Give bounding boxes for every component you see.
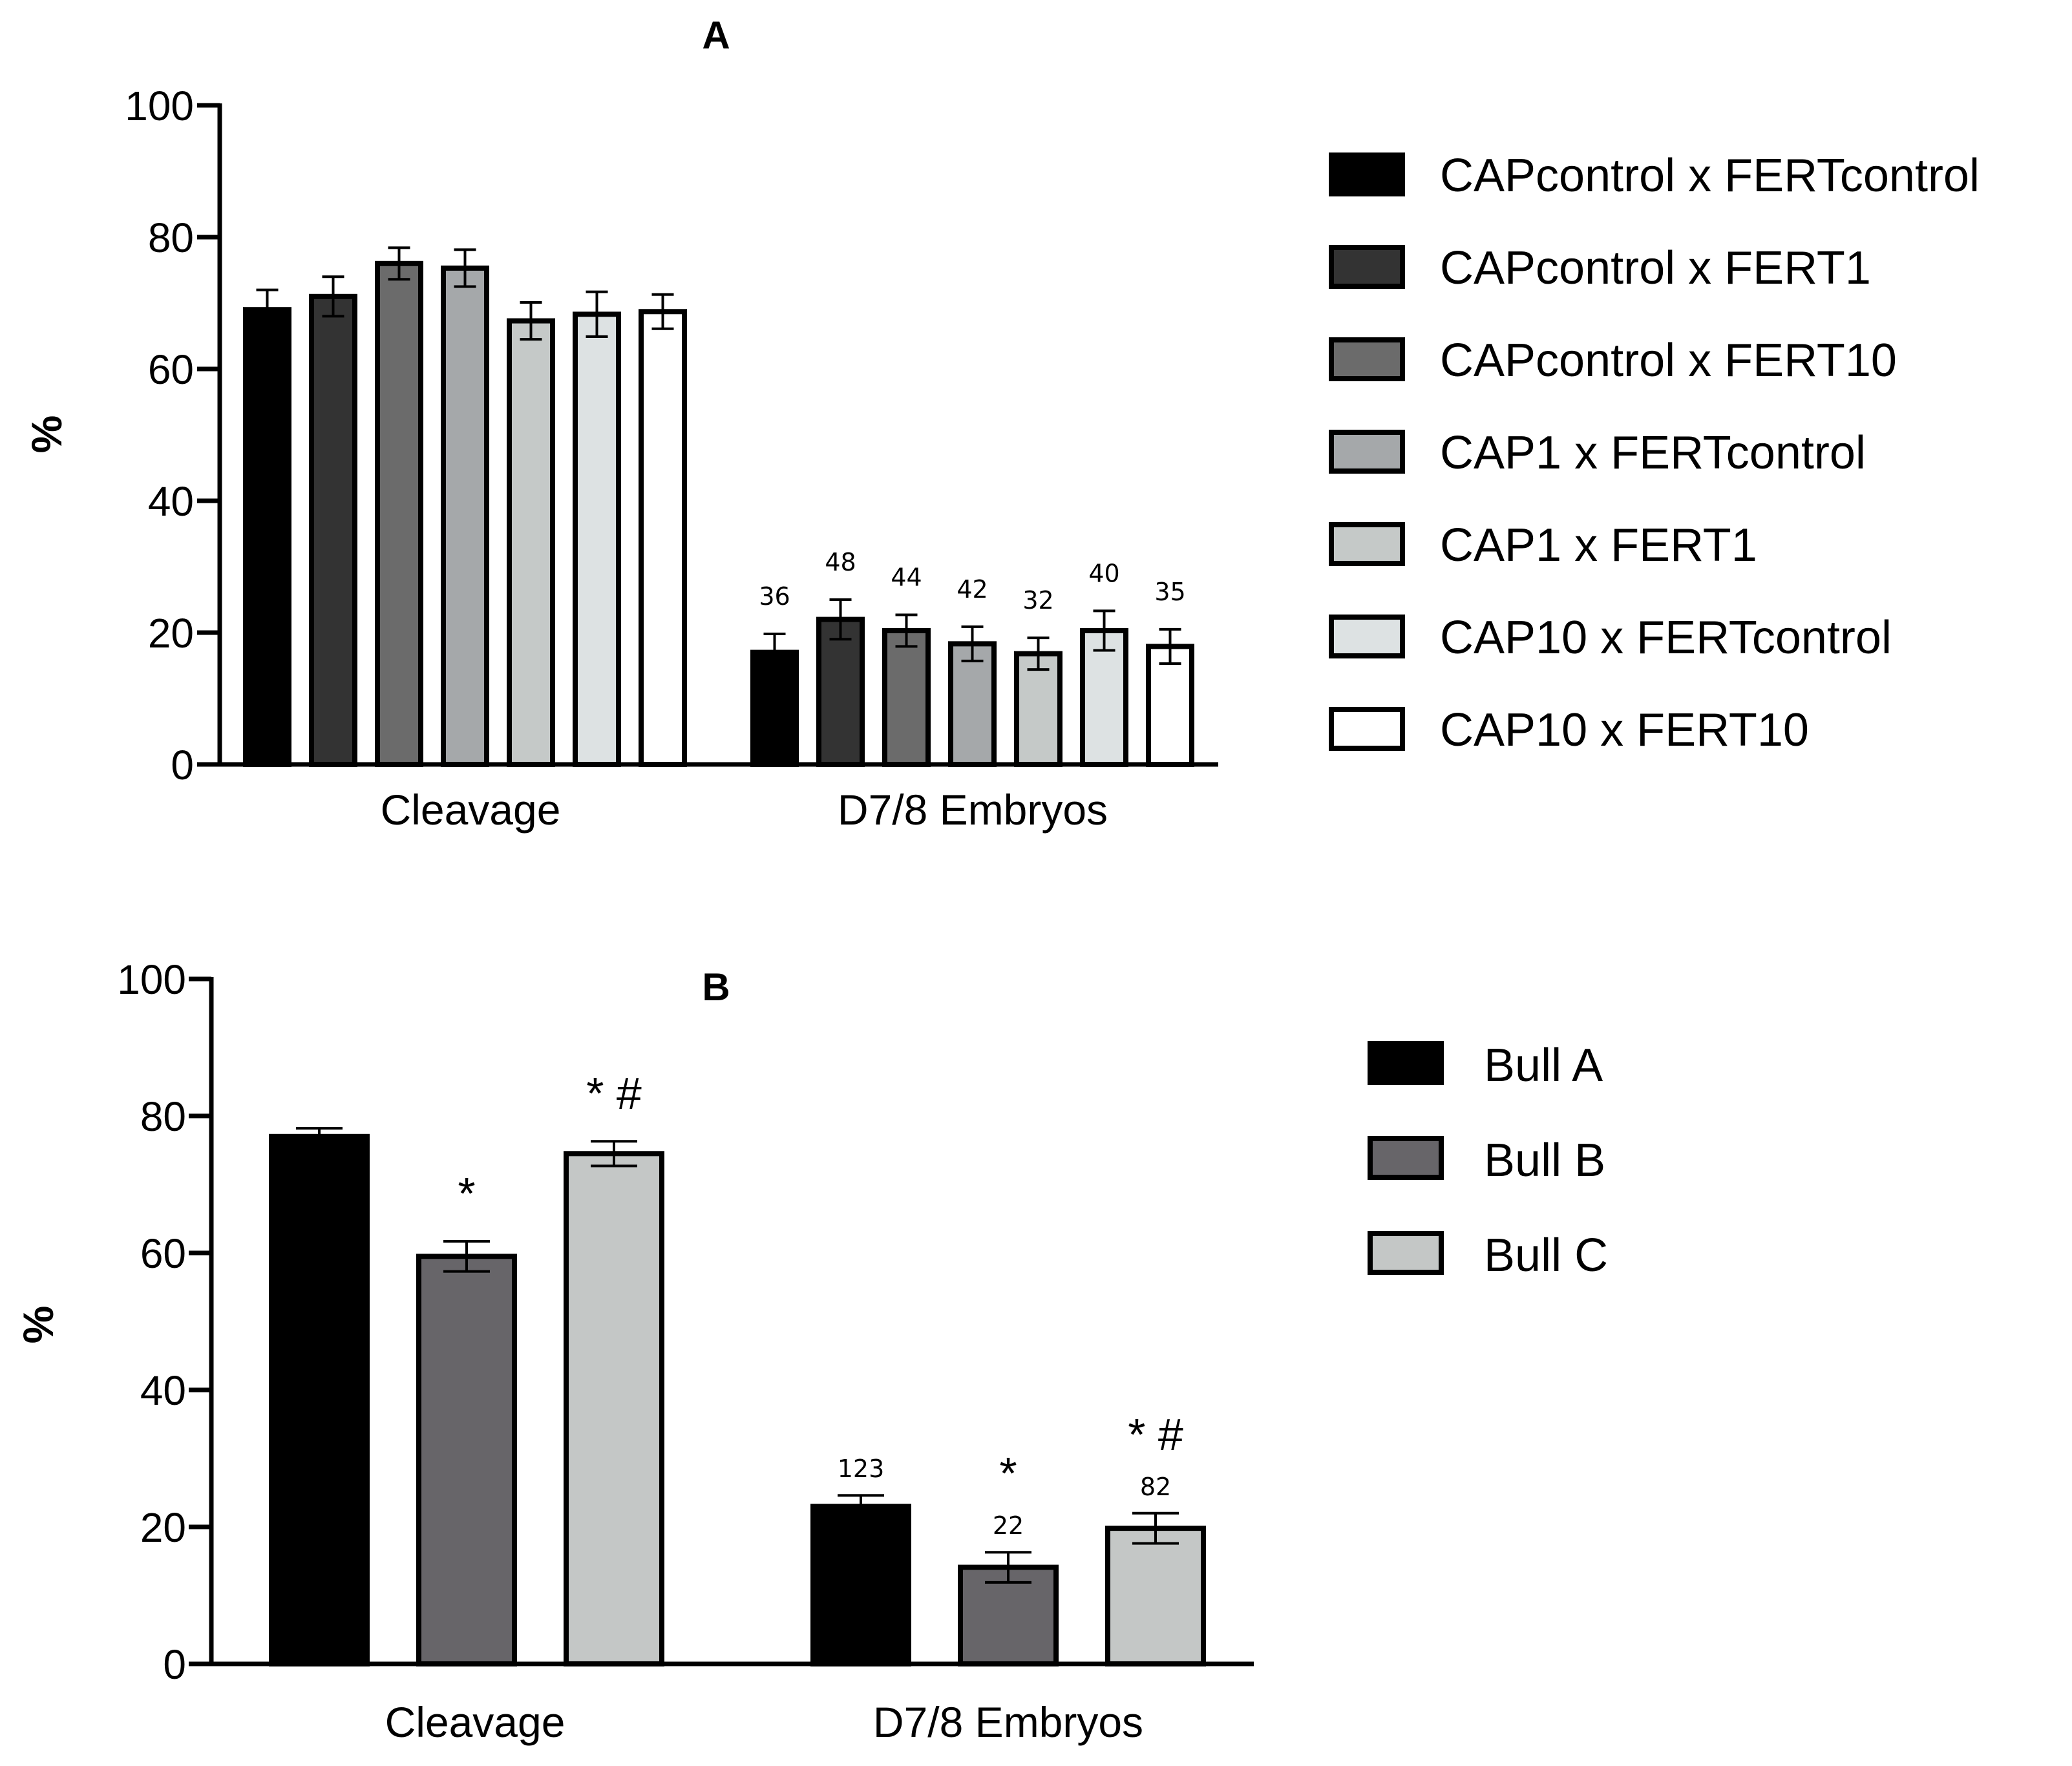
bar (375, 260, 423, 767)
legend-swatch (1329, 615, 1405, 658)
panel-b-y-ticks: 0 20 40 60 80 100 (117, 956, 211, 1688)
legend-swatch (1329, 245, 1405, 289)
panel-b-bars: * * # 123 22 * 82 * # (269, 1068, 1206, 1667)
panel-b-y-axis-label: % (14, 1306, 62, 1344)
panel-a-y-tick-label: 0 (171, 742, 194, 788)
bar (1105, 1526, 1206, 1667)
significance-label: * (999, 1448, 1017, 1498)
panel-a: A % 0 20 40 60 80 100 36 48 44 42 32 40 35 Cle… (23, 14, 1980, 834)
legend-label: Bull A (1484, 1040, 1603, 1091)
legend-item: CAPcontrol x FERTcontrol (1329, 150, 1980, 202)
significance-label: * (458, 1168, 475, 1219)
bar (416, 1254, 517, 1667)
count-label: 22 (993, 1511, 1024, 1540)
panel-a-y-tick-label: 100 (125, 83, 194, 129)
count-label: 32 (1022, 586, 1053, 615)
panel-b-y-tick-label: 100 (117, 956, 186, 1003)
legend-label: CAP10 x FERT10 (1440, 704, 1809, 756)
panel-b-category-label-cleavage: Cleavage (385, 1698, 566, 1746)
bar (639, 309, 687, 767)
legend-label: CAP1 x FERT1 (1440, 520, 1757, 571)
panel-a-category-label-embryos: D7/8 Embryos (838, 786, 1108, 834)
panel-b-y-tick-label: 20 (140, 1504, 186, 1551)
panel-a-title: A (702, 14, 730, 57)
significance-label: * # (1128, 1409, 1183, 1460)
panel-a-category-label-cleavage: Cleavage (381, 786, 561, 834)
bar (573, 311, 621, 767)
bar (816, 616, 865, 767)
bar (507, 318, 555, 768)
legend-swatch (1329, 337, 1405, 381)
legend-item: CAP1 x FERTcontrol (1329, 427, 1866, 479)
panel-b-y-tick-label: 40 (140, 1367, 186, 1414)
legend-swatch (1329, 522, 1405, 566)
panel-a-y-tick-label: 40 (148, 478, 194, 525)
bar (810, 1504, 911, 1666)
panel-a-legend: CAPcontrol x FERTcontrol CAPcontrol x FE… (1329, 150, 1980, 756)
bar (882, 627, 931, 767)
panel-b: B % 0 20 40 60 80 100 * * # 123 22 * 82 * # Cl… (14, 956, 1608, 1746)
count-label: 42 (957, 575, 988, 604)
legend-swatch (1368, 1136, 1444, 1180)
count-label: 123 (838, 1455, 885, 1483)
legend-label: Bull B (1484, 1135, 1605, 1186)
legend-label: CAPcontrol x FERT10 (1440, 335, 1897, 386)
panel-a-y-tick-label: 20 (148, 610, 194, 657)
panel-b-category-label-embryos: D7/8 Embryos (873, 1698, 1143, 1746)
significance-label: * # (586, 1068, 642, 1119)
legend-label: CAP10 x FERTcontrol (1440, 612, 1892, 664)
count-label: 48 (825, 548, 856, 576)
bar (309, 293, 357, 767)
panel-a-y-ticks: 0 20 40 60 80 100 (125, 83, 220, 788)
panel-a-y-tick-label: 60 (148, 346, 194, 393)
legend-item: CAPcontrol x FERT10 (1329, 335, 1897, 386)
count-label: 35 (1154, 578, 1185, 606)
legend-label: CAPcontrol x FERTcontrol (1440, 150, 1980, 202)
legend-label: CAPcontrol x FERT1 (1440, 242, 1871, 294)
panel-a-bars: 36 48 44 42 32 40 35 (243, 246, 1194, 768)
legend-item: Bull B (1368, 1135, 1605, 1186)
panel-b-y-tick-label: 60 (140, 1230, 186, 1277)
legend-item: Bull A (1368, 1040, 1603, 1091)
count-label: 40 (1088, 559, 1119, 587)
panel-b-legend: Bull A Bull B Bull C (1368, 1040, 1608, 1281)
legend-swatch (1329, 152, 1405, 196)
panel-a-y-axis-label: % (23, 415, 70, 454)
legend-label: Bull C (1484, 1230, 1608, 1281)
count-label: 44 (891, 563, 922, 591)
panel-b-title: B (702, 965, 730, 1009)
panel-a-y-tick-label: 80 (148, 215, 194, 261)
bar (564, 1151, 664, 1667)
legend-label: CAP1 x FERTcontrol (1440, 427, 1866, 479)
legend-item: Bull C (1368, 1230, 1608, 1281)
legend-item: CAP10 x FERT10 (1329, 704, 1809, 756)
count-label: 36 (759, 582, 790, 611)
legend-item: CAP1 x FERT1 (1329, 520, 1757, 571)
legend-swatch (1329, 430, 1405, 474)
legend-swatch (1368, 1041, 1444, 1085)
panel-b-y-tick-label: 0 (163, 1641, 186, 1688)
count-label: 82 (1140, 1473, 1171, 1501)
legend-item: CAPcontrol x FERT1 (1329, 242, 1871, 294)
bar (441, 265, 489, 767)
legend-swatch (1329, 707, 1405, 751)
bar (243, 307, 291, 767)
bar (269, 1133, 370, 1667)
legend-swatch (1368, 1231, 1444, 1275)
legend-item: CAP10 x FERTcontrol (1329, 612, 1892, 664)
panel-b-y-tick-label: 80 (140, 1093, 186, 1140)
